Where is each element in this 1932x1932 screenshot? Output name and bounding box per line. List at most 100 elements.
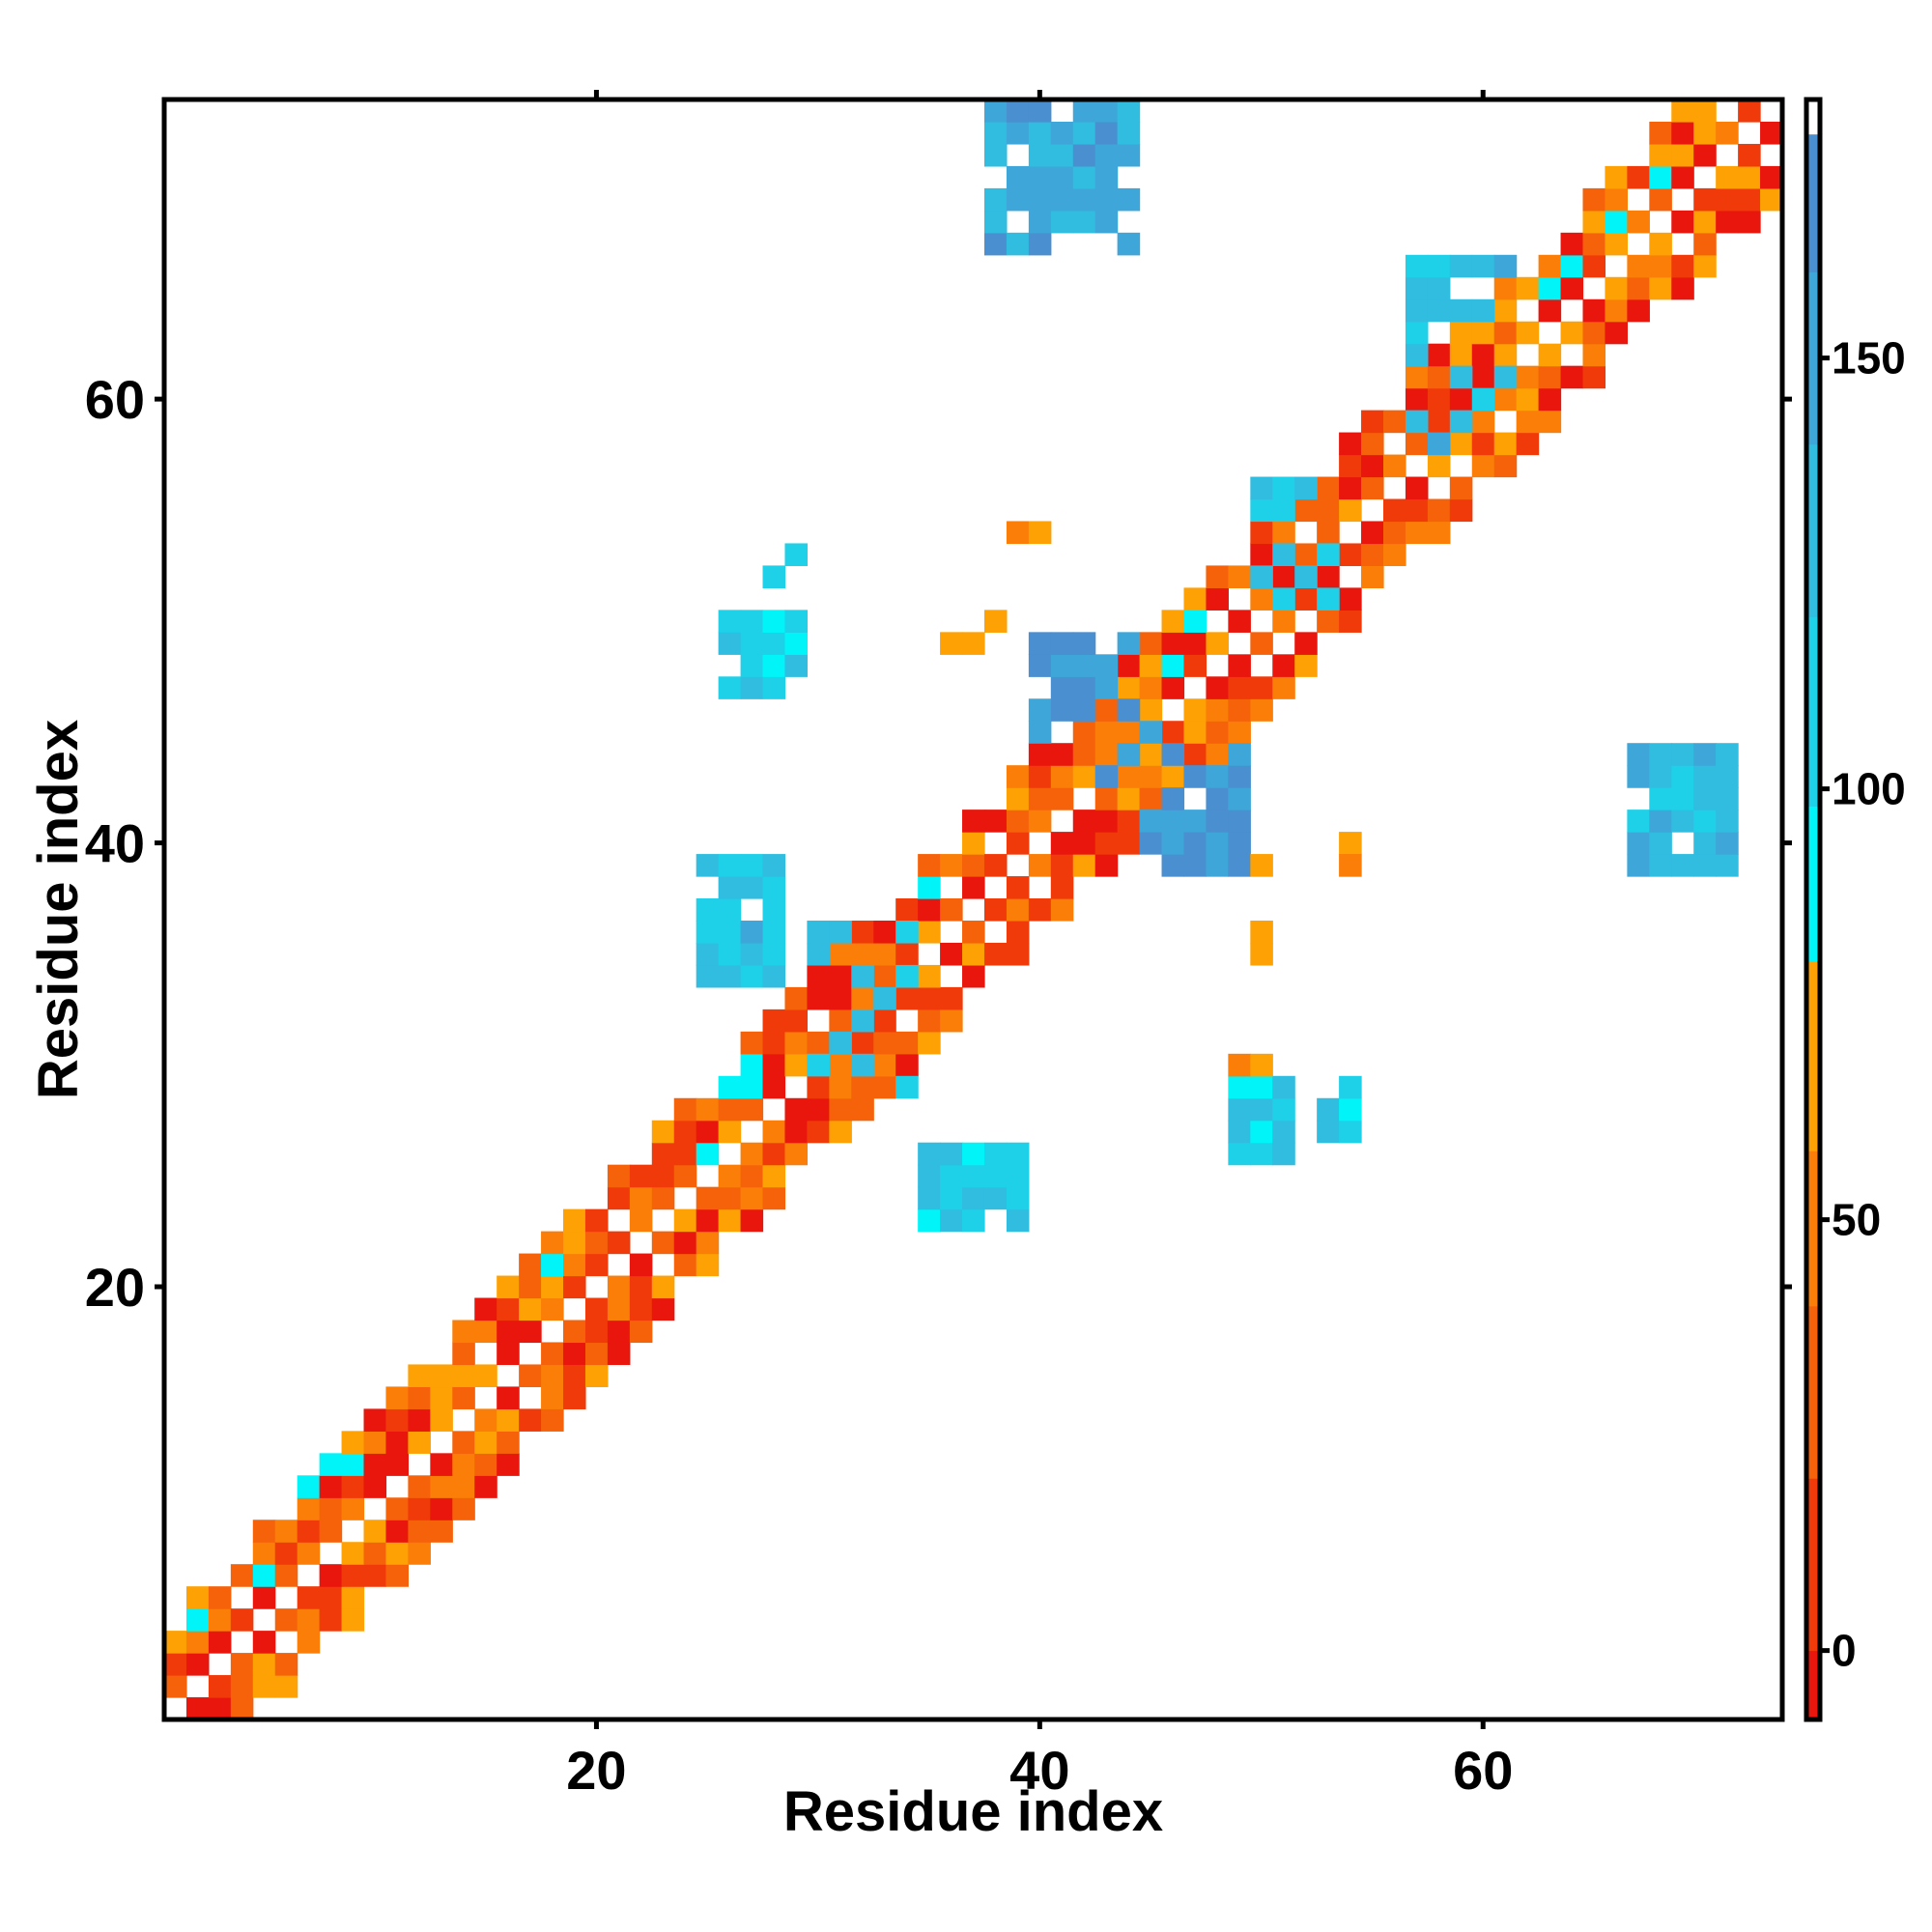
heatmap-cell	[1716, 743, 1739, 766]
heatmap-cell	[363, 1475, 387, 1498]
heatmap-cell	[1250, 543, 1273, 567]
heatmap-cell	[784, 986, 809, 1010]
heatmap-cell	[918, 1208, 941, 1233]
heatmap-cell	[651, 1142, 675, 1166]
heatmap-cell	[784, 632, 809, 655]
heatmap-cell	[673, 1120, 697, 1144]
heatmap-cell	[1161, 654, 1185, 677]
heatmap-cell	[1693, 121, 1717, 145]
heatmap-cell	[1072, 698, 1096, 722]
heatmap-cell	[962, 942, 985, 966]
heatmap-cell	[1206, 832, 1229, 855]
heatmap-cell	[1050, 854, 1074, 877]
heatmap-cell	[1649, 165, 1672, 189]
heatmap-cell	[895, 1053, 919, 1077]
heatmap-cell	[1072, 654, 1096, 677]
colorbar-band	[1806, 271, 1820, 445]
heatmap-cell	[363, 1431, 387, 1454]
heatmap-cell	[851, 1053, 874, 1077]
heatmap-cell	[1028, 143, 1052, 167]
heatmap-cell	[784, 1053, 809, 1077]
heatmap-cell	[1649, 232, 1672, 256]
heatmap-cell	[1072, 632, 1096, 655]
heatmap-cell	[918, 876, 941, 899]
heatmap-cell	[1272, 587, 1295, 611]
heatmap-cell	[1206, 587, 1229, 611]
heatmap-cell	[718, 920, 742, 944]
heatmap-cell	[962, 832, 985, 855]
heatmap-cell	[1117, 698, 1141, 722]
heatmap-cell	[1183, 632, 1208, 655]
heatmap-cell	[185, 1697, 210, 1720]
heatmap-cell	[1250, 498, 1273, 523]
heatmap-cell	[740, 610, 764, 633]
heatmap-cell	[696, 920, 720, 944]
colorbar	[1804, 97, 1823, 1722]
heatmap-cell	[1028, 210, 1052, 234]
heatmap-cell	[940, 854, 963, 877]
heatmap-cell	[1206, 743, 1229, 766]
heatmap-cell	[1317, 476, 1340, 500]
heatmap-cell	[1072, 99, 1096, 123]
heatmap-cell	[1671, 787, 1694, 810]
heatmap-cell	[1050, 121, 1074, 145]
heatmap-cell	[873, 1031, 896, 1055]
heatmap-cell	[541, 1364, 564, 1388]
heatmap-cell	[1471, 321, 1495, 345]
heatmap-cell	[430, 1497, 453, 1520]
heatmap-cell	[1161, 832, 1185, 855]
heatmap-cell	[1538, 387, 1562, 412]
heatmap-cell	[1094, 743, 1119, 766]
heatmap-cell	[696, 1142, 720, 1166]
heatmap-cell	[718, 1208, 742, 1233]
heatmap-cell	[452, 1320, 475, 1344]
heatmap-cell	[607, 1275, 631, 1299]
heatmap-cell	[1161, 787, 1185, 810]
heatmap-cell	[1605, 187, 1628, 212]
heatmap-cell	[1161, 765, 1185, 788]
heatmap-cell	[297, 1586, 321, 1609]
heatmap-cell	[1716, 210, 1739, 234]
heatmap-cell	[895, 1031, 919, 1055]
heatmap-cell	[1671, 276, 1694, 300]
heatmap-cell	[430, 1520, 453, 1543]
colorbar-tick-label: 0	[1832, 1626, 1857, 1676]
heatmap-cell	[740, 1186, 764, 1210]
heatmap-cell	[1649, 254, 1672, 278]
heatmap-cell	[1471, 343, 1495, 367]
heatmap-cell	[851, 1009, 874, 1033]
heatmap-cell	[1605, 210, 1628, 234]
heatmap-cell	[1693, 810, 1717, 833]
y-tick-label: 60	[85, 369, 145, 430]
heatmap-cell	[1427, 254, 1451, 278]
heatmap-cell	[983, 1142, 1008, 1166]
heatmap-cell	[762, 1186, 786, 1210]
heatmap-cell	[1427, 365, 1451, 389]
heatmap-cell	[1272, 476, 1295, 500]
heatmap-cell	[1094, 787, 1119, 810]
heatmap-cell	[452, 1453, 475, 1476]
heatmap-cell	[1161, 854, 1185, 877]
heatmap-cell	[341, 1564, 365, 1587]
heatmap-cell	[1627, 854, 1650, 877]
heatmap-cell	[319, 1608, 343, 1632]
heatmap-cell	[1250, 676, 1273, 699]
heatmap-cell	[1649, 276, 1672, 300]
heatmap-cell	[762, 1142, 786, 1166]
heatmap-cell	[962, 854, 985, 877]
heatmap-cell	[1582, 343, 1606, 367]
heatmap-cell	[363, 1564, 387, 1587]
heatmap-cell	[918, 1142, 941, 1166]
heatmap-cell	[873, 964, 896, 988]
heatmap-cell	[607, 1342, 631, 1366]
heatmap-cell	[1272, 498, 1295, 523]
heatmap-cell	[208, 1631, 232, 1654]
heatmap-cell	[1006, 1164, 1030, 1188]
heatmap-cell	[607, 1186, 631, 1210]
heatmap-cell	[1139, 743, 1163, 766]
heatmap-cell	[208, 1675, 232, 1698]
heatmap-cell	[541, 1408, 564, 1432]
heatmap-cell	[762, 1075, 786, 1099]
heatmap-cell	[1738, 210, 1761, 234]
heatmap-cell	[962, 632, 985, 655]
